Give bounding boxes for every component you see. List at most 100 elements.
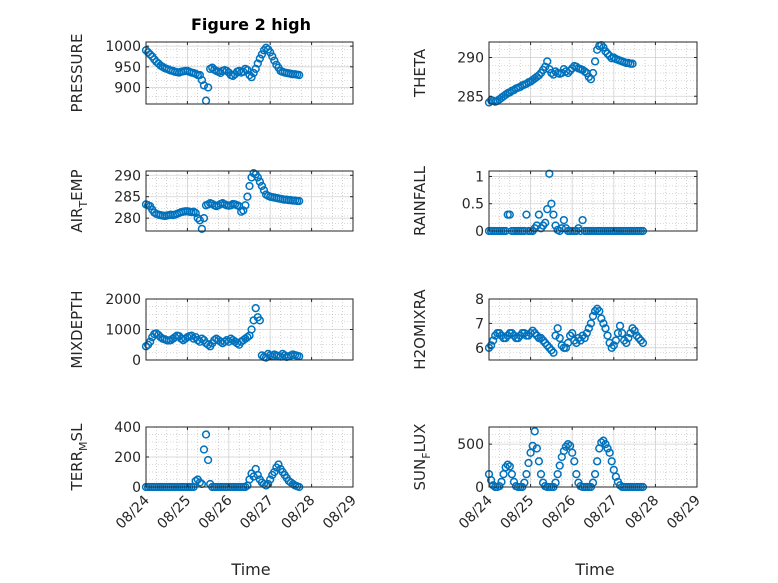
data-point (245, 181, 254, 191)
data-point (572, 62, 581, 71)
data-point (247, 72, 256, 82)
data-point (239, 206, 248, 215)
y-tick-label: 285 (114, 190, 141, 206)
data-point (559, 446, 569, 456)
data-point (578, 215, 587, 225)
data-point (549, 210, 558, 219)
x-tick-label: 08/24 (456, 492, 496, 532)
data-point (601, 439, 610, 449)
data-point (543, 57, 552, 66)
data-point (588, 68, 598, 78)
data-point (501, 90, 510, 99)
data-point (199, 81, 209, 90)
subplot-mixdepth: 0 1000 2000 MIXDEPTH (68, 290, 354, 369)
data-point (534, 457, 544, 466)
data-point (607, 457, 616, 466)
data-point (268, 52, 277, 61)
data-point (247, 325, 256, 334)
y-tick-label: 2000 (105, 292, 141, 308)
data-point (522, 79, 531, 88)
x-tick-label: 08/25 (154, 493, 194, 533)
data-point (486, 341, 496, 350)
data-point (551, 478, 560, 487)
data-point (505, 210, 514, 219)
data-point (534, 71, 544, 80)
data-point (536, 469, 546, 479)
data-point (143, 48, 153, 57)
y-tick-label: 0 (132, 353, 141, 369)
subplot-air-temp: 280 285 290 AIRTEMP (68, 168, 354, 234)
axes-frame (488, 170, 698, 232)
x-axis-label-left: Time (230, 560, 270, 579)
data-point (580, 67, 589, 76)
data-point (597, 438, 606, 447)
data-point (253, 173, 262, 182)
data-point (255, 316, 265, 325)
data-point (561, 67, 571, 76)
data-point (522, 210, 531, 219)
y-tick-label: 8 (475, 292, 484, 308)
data-point (593, 457, 602, 466)
series-pressure (141, 43, 304, 105)
data-point (638, 338, 648, 348)
data-point (255, 177, 265, 186)
data-point (545, 169, 554, 178)
x-tick-label: 08/26 (196, 492, 236, 532)
data-point (553, 324, 562, 333)
y-axis-label: MIXDEPTH (68, 290, 86, 368)
data-point (251, 304, 260, 313)
data-point (559, 215, 569, 225)
y-tick-label: 285 (457, 89, 484, 105)
data-point (266, 48, 275, 57)
data-point (549, 348, 558, 357)
data-point (561, 343, 571, 352)
figure-title: Figure 2 high (191, 15, 311, 34)
data-point (195, 70, 204, 80)
data-point (590, 57, 600, 66)
data-point (609, 53, 618, 62)
data-point (555, 461, 564, 470)
y-tick-label: 1000 (105, 39, 141, 55)
data-point (555, 333, 564, 343)
data-point (541, 218, 550, 227)
data-point (505, 462, 514, 471)
data-point (615, 321, 625, 330)
data-point (611, 472, 621, 481)
y-tick-label: 0 (475, 480, 484, 496)
data-point (486, 475, 496, 485)
data-point (580, 333, 589, 343)
data-point (509, 477, 519, 487)
data-point (603, 444, 612, 453)
data-point (605, 51, 614, 61)
y-tick-label: 0 (475, 224, 484, 240)
data-point (197, 334, 207, 343)
axes-frame (488, 426, 698, 488)
data-point (530, 427, 539, 436)
data-point (547, 199, 556, 208)
y-tick-label: 500 (457, 437, 484, 453)
data-point (199, 445, 209, 454)
data-point (611, 336, 621, 345)
series-rainfall (484, 169, 648, 236)
data-point (570, 457, 579, 466)
data-point (203, 83, 213, 92)
data-point (532, 444, 541, 453)
data-point (563, 439, 573, 449)
data-point (295, 196, 304, 206)
data-point (588, 478, 598, 487)
data-point (601, 47, 610, 56)
y-axis-label: THETA (411, 48, 429, 98)
subplot-pressure: 900 950 1000 PRESSURE (68, 34, 354, 112)
data-point (565, 66, 575, 75)
series-air-temp (141, 168, 304, 234)
data-point (553, 469, 562, 479)
data-point (613, 329, 623, 338)
y-tick-label: 200 (114, 450, 141, 466)
data-point (197, 224, 207, 234)
x-tick-label: 08/24 (113, 492, 153, 532)
subplot-sun-flux: 08/24 08/25 08/26 08/27 08/28 08/29 0 500 SUNFLU… (411, 424, 704, 533)
data-point (499, 469, 508, 479)
data-point (201, 96, 211, 105)
axes-frame (488, 41, 698, 105)
